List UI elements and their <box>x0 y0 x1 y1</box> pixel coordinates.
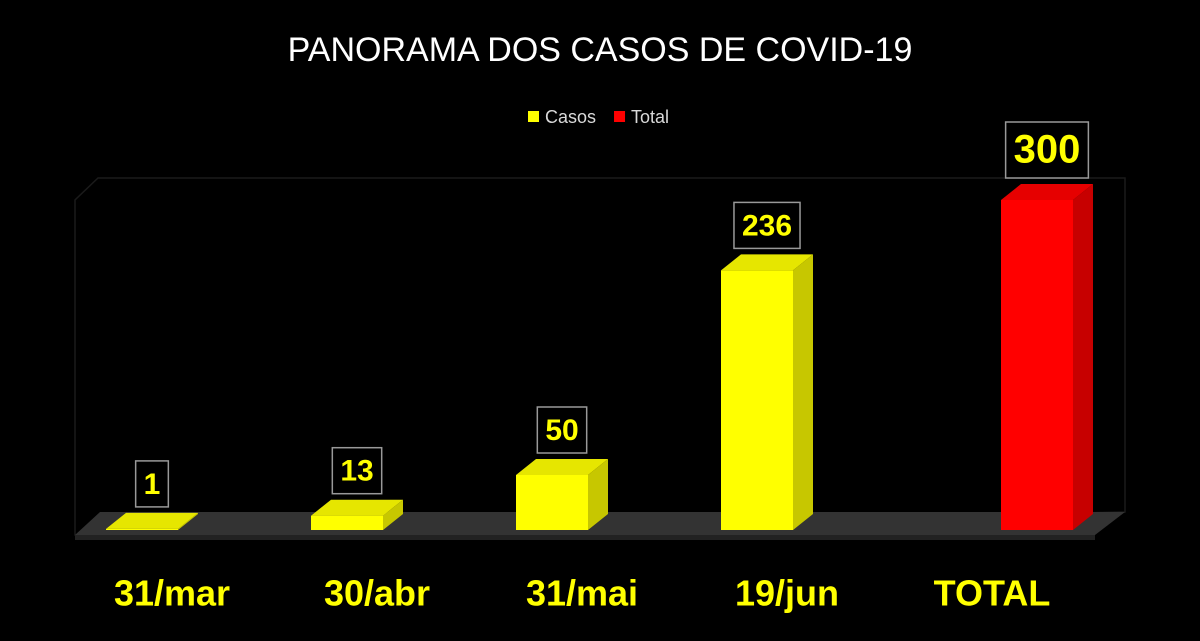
data-label-box <box>134 460 170 508</box>
data-label-box <box>536 406 588 454</box>
bar-front <box>516 475 588 530</box>
legend: Casos Total <box>528 107 669 127</box>
bar-front <box>311 515 383 530</box>
legend-label: Total <box>631 107 669 127</box>
bar <box>311 499 403 530</box>
data-label: 1 <box>144 468 161 501</box>
chart-title: PANORAMA DOS CASOS DE COVID-19 <box>288 31 913 69</box>
x-tick-label: 30/abr <box>324 573 430 614</box>
bar-side <box>178 512 198 530</box>
data-label: 13 <box>340 455 373 488</box>
bar-front <box>721 270 793 530</box>
data-label: 50 <box>545 414 578 447</box>
x-tick-label: 31/mar <box>114 573 230 614</box>
bar-front <box>106 528 178 530</box>
bar <box>1001 184 1093 530</box>
bar-top <box>516 459 608 475</box>
bar-top <box>311 499 403 516</box>
bar-side <box>383 499 403 530</box>
bar <box>721 254 813 530</box>
bar-side <box>1073 184 1093 530</box>
x-tick-label: 19/jun <box>735 573 839 614</box>
bar-side <box>588 459 608 530</box>
bar-top <box>106 512 198 529</box>
floor-edge <box>75 535 1095 540</box>
data-label: 236 <box>742 209 792 242</box>
bar-top <box>1001 184 1093 200</box>
bar-side <box>793 254 813 530</box>
bar <box>106 512 198 530</box>
bar-top <box>721 254 813 271</box>
bar-front <box>1001 200 1073 530</box>
data-label-box <box>733 201 801 250</box>
legend-swatch <box>528 111 539 122</box>
data-label-box <box>1004 121 1090 179</box>
legend-label: Casos <box>545 107 596 127</box>
legend-swatch <box>614 111 626 122</box>
bar <box>516 459 608 530</box>
data-label: 300 <box>1014 128 1081 172</box>
x-tick-label: TOTAL <box>934 573 1051 614</box>
x-tick-label: 31/mai <box>526 573 638 614</box>
data-label-box <box>331 446 383 495</box>
